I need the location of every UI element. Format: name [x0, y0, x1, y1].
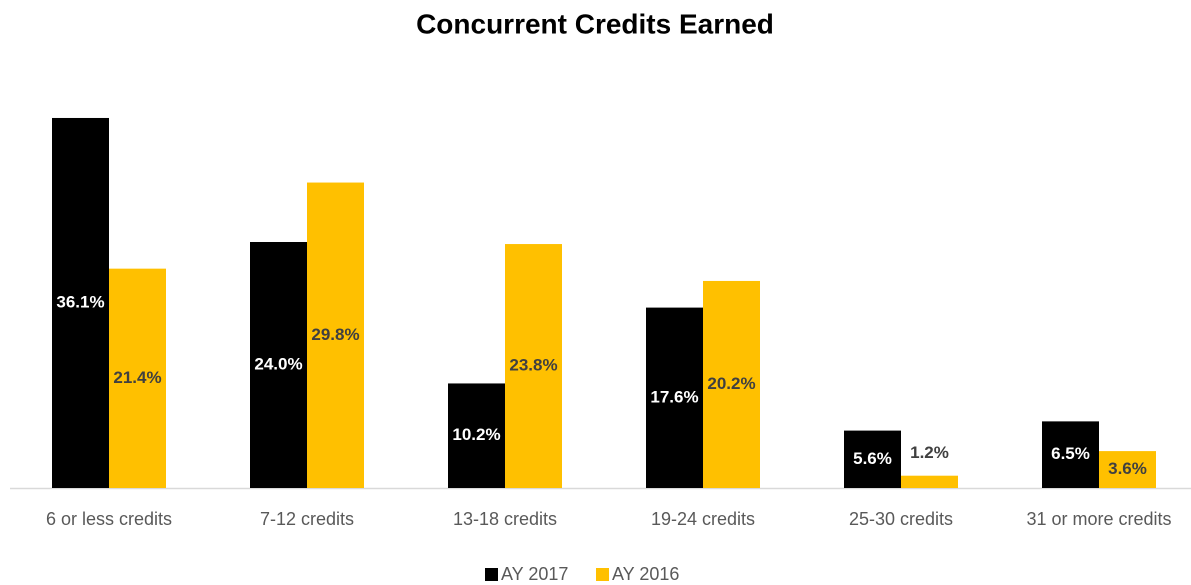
bar	[448, 383, 505, 488]
legend-label: AY 2017	[501, 564, 568, 584]
data-label: 20.2%	[707, 374, 755, 393]
data-label: 6.5%	[1051, 444, 1090, 463]
bar	[703, 280, 760, 488]
bar	[1042, 421, 1099, 488]
legend-label: AY 2016	[612, 564, 679, 584]
bar	[1099, 451, 1156, 488]
x-tick-label: 6 or less credits	[46, 509, 172, 529]
x-tick-label: 19-24 credits	[651, 509, 755, 529]
data-label: 36.1%	[56, 292, 104, 311]
data-label: 21.4%	[113, 368, 161, 387]
x-tick-label: 13-18 credits	[453, 509, 557, 529]
data-label: 1.2%	[910, 443, 949, 462]
bar	[307, 182, 364, 489]
data-label: 10.2%	[452, 425, 500, 444]
chart-title: Concurrent Credits Earned	[416, 8, 774, 39]
bar	[844, 430, 901, 488]
bar	[52, 117, 109, 488]
bar	[901, 475, 958, 488]
data-label: 5.6%	[853, 449, 892, 468]
data-label: 29.8%	[311, 325, 359, 344]
bar	[505, 244, 562, 488]
data-label: 23.8%	[509, 356, 557, 375]
data-label: 17.6%	[650, 387, 698, 406]
x-tick-label: 25-30 credits	[849, 509, 953, 529]
x-tick-label: 7-12 credits	[260, 509, 354, 529]
bar	[646, 307, 703, 488]
legend-swatch	[485, 568, 498, 581]
data-label: 24.0%	[254, 354, 302, 373]
bar	[109, 268, 166, 488]
data-label: 3.6%	[1108, 459, 1147, 478]
legend-swatch	[596, 568, 609, 581]
x-tick-label: 31 or more credits	[1026, 509, 1171, 529]
bar	[250, 242, 307, 488]
